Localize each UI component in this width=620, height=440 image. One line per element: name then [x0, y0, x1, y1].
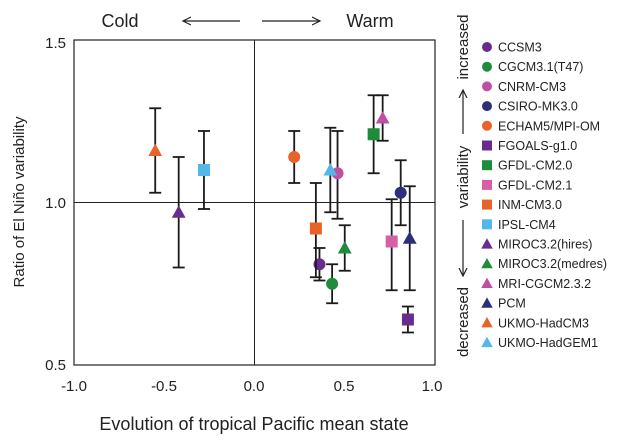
legend-label: MIROC3.2(hires): [498, 238, 592, 252]
data-point: [197, 164, 210, 176]
data-point-group: [385, 198, 398, 292]
legend-marker: [481, 257, 493, 269]
data-point-group: [375, 94, 390, 142]
data-point-group: [323, 126, 338, 214]
legend-label: ECHAM5/MPI-OM: [498, 119, 600, 133]
legend-label: IPSL-CM4: [498, 218, 556, 232]
legend-item: MIROC3.2(hires): [481, 238, 592, 252]
variability-annotation: decreased variability increased: [455, 14, 472, 357]
legend-marker: [481, 238, 493, 249]
x-tick-label: -0.5: [151, 378, 177, 395]
y-tick-label: 1.0: [45, 195, 66, 212]
x-axis-title: Evolution of tropical Pacific mean state: [99, 414, 408, 434]
data-point: [331, 167, 344, 180]
legend-label: UKMO-HadCM3: [498, 316, 589, 330]
legend-marker: [482, 219, 492, 230]
legend-marker: [482, 179, 492, 190]
legend-marker: [481, 336, 493, 348]
warm-label: Warm: [346, 11, 393, 31]
legend-item: GFDL-CM2.1: [482, 178, 572, 192]
y-tick-label: 0.5: [45, 357, 66, 374]
legend-item: MIROC3.2(medres): [481, 257, 607, 271]
data-point-group: [367, 94, 380, 175]
data-point: [337, 241, 352, 254]
legend-label: MRI-CGCM2.3.2: [498, 277, 591, 291]
legend-item: CSIRO-MK3.0: [482, 100, 578, 114]
data-point: [367, 128, 380, 141]
legend-label: CNRM-CM3: [498, 80, 566, 94]
data-point: [288, 151, 301, 163]
data-point-group: [401, 305, 414, 334]
x-tick-label: 1.0: [422, 378, 443, 395]
data-point-group: [309, 182, 322, 279]
data-point-group: [402, 185, 417, 292]
legend-label: CGCM3.1(T47): [498, 60, 583, 74]
legend-item: PCM: [481, 297, 526, 311]
legend-label: INM-CM3.0: [498, 198, 562, 212]
data-marks: [148, 94, 417, 334]
legend-item: UKMO-HadGEM1: [481, 336, 598, 350]
x-tick-label: -1.0: [61, 378, 87, 395]
x-tick-label: 0.0: [244, 378, 265, 395]
data-point: [375, 111, 390, 124]
legend-marker: [481, 317, 493, 328]
legend-marker: [482, 81, 492, 92]
data-point: [402, 231, 417, 244]
legend-marker: [482, 160, 492, 171]
legend-item: CCSM3: [482, 41, 542, 55]
decreased-label: decreased: [455, 287, 472, 357]
data-point: [309, 222, 322, 235]
legend-item: FGOALS-g1.0: [482, 139, 577, 153]
variability-label: variability: [455, 145, 472, 208]
legend-marker: [482, 61, 492, 72]
legend-label: PCM: [498, 297, 526, 311]
legend-label: FGOALS-g1.0: [498, 139, 577, 153]
legend-marker: [482, 101, 492, 112]
legend-item: MRI-CGCM2.3.2: [481, 277, 591, 291]
legend-item: CGCM3.1(T47): [482, 60, 583, 74]
data-point: [323, 163, 338, 176]
data-point-group: [171, 156, 186, 269]
y-tick-label: 1.5: [45, 35, 66, 52]
legend-marker: [482, 140, 492, 151]
data-point-group: [394, 159, 407, 227]
legend-label: MIROC3.2(medres): [498, 257, 607, 271]
data-point-group: [148, 107, 163, 194]
y-axis-title: Ratio of El Niño variability: [11, 116, 28, 287]
x-tick-label: 0.5: [334, 378, 355, 395]
data-point: [148, 143, 163, 157]
legend: CCSM3 CGCM3.1(T47) CNRM-CM3 CSIRO-MK3.0 ECHA…: [481, 41, 607, 350]
increased-label: increased: [455, 14, 472, 79]
data-point: [385, 235, 398, 248]
data-point-group: [197, 130, 210, 210]
legend-label: CCSM3: [498, 41, 542, 55]
legend-item: INM-CM3.0: [482, 198, 562, 212]
legend-item: IPSL-CM4: [482, 218, 556, 232]
data-point-group: [288, 130, 301, 184]
legend-item: UKMO-HadCM3: [481, 316, 589, 330]
legend-marker: [482, 42, 492, 52]
legend-marker: [481, 277, 493, 288]
legend-marker: [482, 199, 492, 210]
data-point-group: [337, 224, 352, 272]
legend-item: GFDL-CM2.0: [482, 159, 572, 173]
data-point: [401, 313, 414, 326]
data-point: [171, 205, 186, 218]
legend-marker: [481, 297, 493, 308]
legend-label: CSIRO-MK3.0: [498, 100, 578, 114]
data-point-group: [331, 130, 344, 220]
legend-item: ECHAM5/MPI-OM: [482, 119, 600, 133]
legend-marker: [482, 120, 492, 131]
data-point: [326, 277, 339, 290]
data-point-group: [326, 263, 339, 305]
cold-label: Cold: [101, 11, 138, 31]
legend-item: CNRM-CM3: [482, 80, 566, 94]
legend-label: GFDL-CM2.1: [498, 178, 572, 192]
legend-label: UKMO-HadGEM1: [498, 336, 598, 350]
data-point: [394, 186, 407, 199]
legend-label: GFDL-CM2.0: [498, 159, 572, 173]
